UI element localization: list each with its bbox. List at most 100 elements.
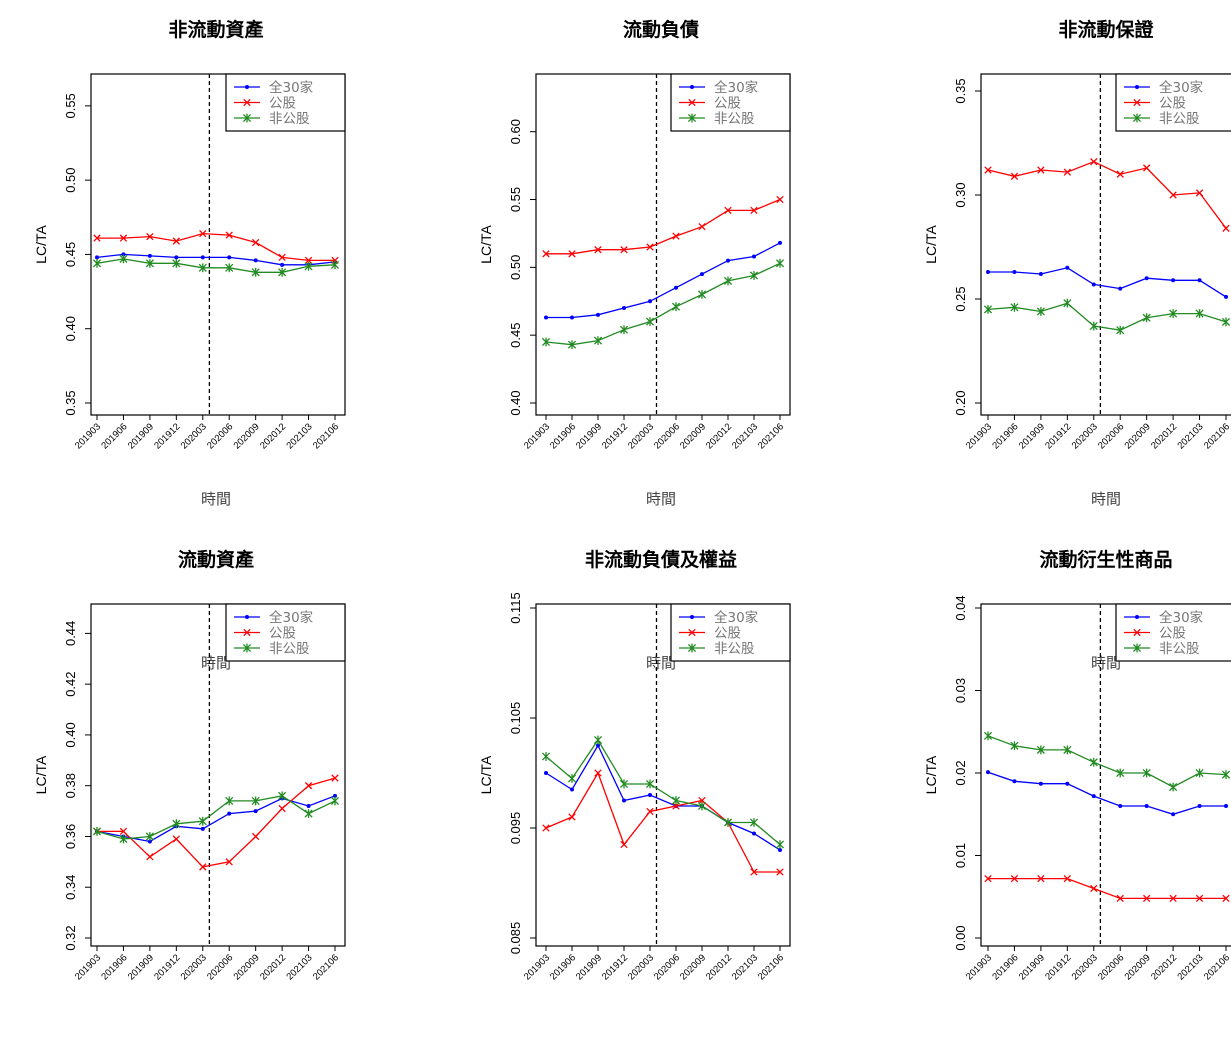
data-point xyxy=(778,848,782,852)
data-point xyxy=(1063,168,1071,176)
data-point xyxy=(1144,276,1149,281)
x-axis-label: 時間 xyxy=(1091,490,1121,508)
data-point xyxy=(544,315,548,320)
chart-title: 流動衍生性商品 xyxy=(1039,548,1172,571)
y-axis: 0.20 0.25 0.30 0.35 xyxy=(953,78,982,416)
data-point xyxy=(567,340,577,350)
chart-title: 非流動負債及權益 xyxy=(585,548,737,571)
data-point xyxy=(92,826,102,836)
x-axis-label: 時間 xyxy=(201,654,231,672)
data-point xyxy=(750,868,758,876)
series-line xyxy=(545,744,781,851)
data-point xyxy=(619,325,629,335)
data-point xyxy=(227,255,232,260)
legend-marker xyxy=(688,628,696,637)
y-tick-label: 0.35 xyxy=(63,390,78,415)
data-point xyxy=(225,263,234,273)
data-point xyxy=(541,337,551,347)
x-tick-label: 201903 xyxy=(964,952,994,982)
legend-marker xyxy=(1132,643,1142,653)
data-point xyxy=(749,271,759,280)
y-tick-label: 0.40 xyxy=(508,390,523,415)
data-point xyxy=(280,262,285,267)
legend-label: 全30家 xyxy=(269,79,314,96)
series xyxy=(92,791,340,844)
chart-title: 流動負債 xyxy=(623,18,699,41)
y-tick-label: 0.115 xyxy=(508,592,523,624)
data-point xyxy=(200,826,205,831)
data-point xyxy=(700,272,704,277)
x-axis-label: 時間 xyxy=(201,490,231,508)
data-point xyxy=(198,816,207,826)
data-point xyxy=(984,874,992,883)
data-point xyxy=(1010,172,1019,180)
x-tick-label: 202009 xyxy=(678,952,708,982)
x-tick-label: 201906 xyxy=(990,421,1020,451)
data-point xyxy=(1171,278,1176,283)
data-point xyxy=(542,824,550,832)
x-tick-label: 201906 xyxy=(99,421,129,451)
data-point xyxy=(278,267,287,277)
y-tick-label: 0.36 xyxy=(63,824,78,849)
series-line xyxy=(987,771,1226,815)
data-point xyxy=(1012,269,1017,274)
data-point xyxy=(620,246,628,254)
data-point xyxy=(1143,894,1151,903)
x-tick-label: 201909 xyxy=(574,952,604,982)
legend-label: 非公股 xyxy=(269,641,310,657)
data-point xyxy=(304,782,313,790)
data-point xyxy=(983,305,993,314)
x-tick-label: 202003 xyxy=(179,952,209,982)
x-tick-label: 201903 xyxy=(522,421,552,451)
y-tick-label: 0.45 xyxy=(508,323,523,348)
data-point xyxy=(776,868,784,876)
y-tick-label: 0.105 xyxy=(508,702,523,735)
y-tick-label: 0.38 xyxy=(63,773,78,798)
data-point xyxy=(95,255,99,260)
data-point xyxy=(147,253,152,258)
data-point xyxy=(93,234,101,242)
series xyxy=(986,770,1228,817)
series-line xyxy=(545,738,781,845)
x-tick-label: 202009 xyxy=(678,421,708,451)
data-point xyxy=(1037,166,1045,174)
y-tick-label: 0.40 xyxy=(63,722,78,747)
y-axis: 0.00 0.01 0.02 0.03 0.04 xyxy=(953,595,982,951)
data-point xyxy=(723,276,733,286)
y-tick-label: 0.55 xyxy=(63,93,78,118)
data-point xyxy=(775,258,785,268)
y-tick-label: 0.32 xyxy=(63,925,78,950)
data-point xyxy=(983,731,993,741)
data-point xyxy=(252,832,260,841)
legend-marker xyxy=(243,628,251,637)
data-point xyxy=(251,796,260,806)
x-tick-label: 202003 xyxy=(179,421,209,451)
data-point xyxy=(1036,307,1045,316)
data-point xyxy=(594,769,602,777)
data-point xyxy=(697,801,707,811)
y-axis-label: LC/TA xyxy=(923,755,939,794)
data-point xyxy=(200,255,205,260)
x-tick-label: 202006 xyxy=(205,421,235,451)
x-tick-label: 201912 xyxy=(1043,421,1073,451)
x-tick-label: 202106 xyxy=(1202,952,1231,982)
x-tick-label: 202103 xyxy=(284,421,314,451)
series-line xyxy=(96,795,336,843)
data-point xyxy=(1197,278,1202,283)
data-point xyxy=(671,302,681,312)
y-tick-label: 0.34 xyxy=(63,875,78,900)
data-point xyxy=(567,774,577,783)
data-point xyxy=(304,256,313,265)
data-point xyxy=(1197,804,1202,808)
data-point xyxy=(1012,779,1017,784)
chart-title: 流動資產 xyxy=(178,548,254,571)
y-tick-label: 0.50 xyxy=(508,255,523,280)
data-point xyxy=(1221,770,1231,780)
data-point xyxy=(593,735,603,745)
legend-label: 非公股 xyxy=(1159,641,1200,657)
data-point xyxy=(1195,309,1204,318)
data-point xyxy=(620,840,628,849)
data-point xyxy=(648,793,652,797)
data-point xyxy=(146,232,154,241)
